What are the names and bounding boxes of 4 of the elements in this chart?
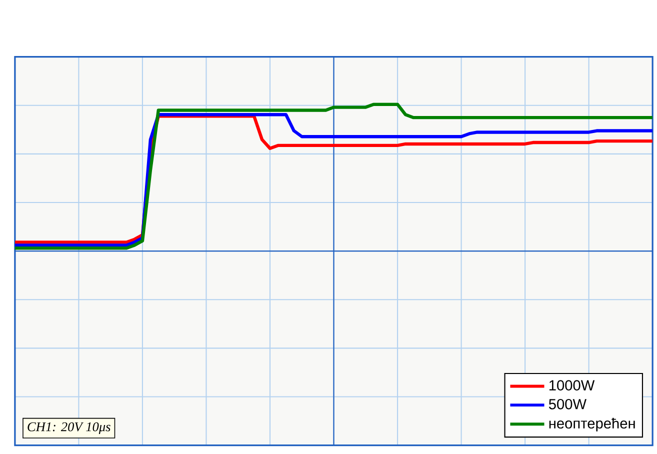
legend-label: 1000W xyxy=(549,380,595,390)
legend-label: 500W xyxy=(548,398,586,410)
text: CH1: 20V 10μs xyxy=(28,422,110,434)
legend-label: неоптерећен xyxy=(549,418,635,432)
